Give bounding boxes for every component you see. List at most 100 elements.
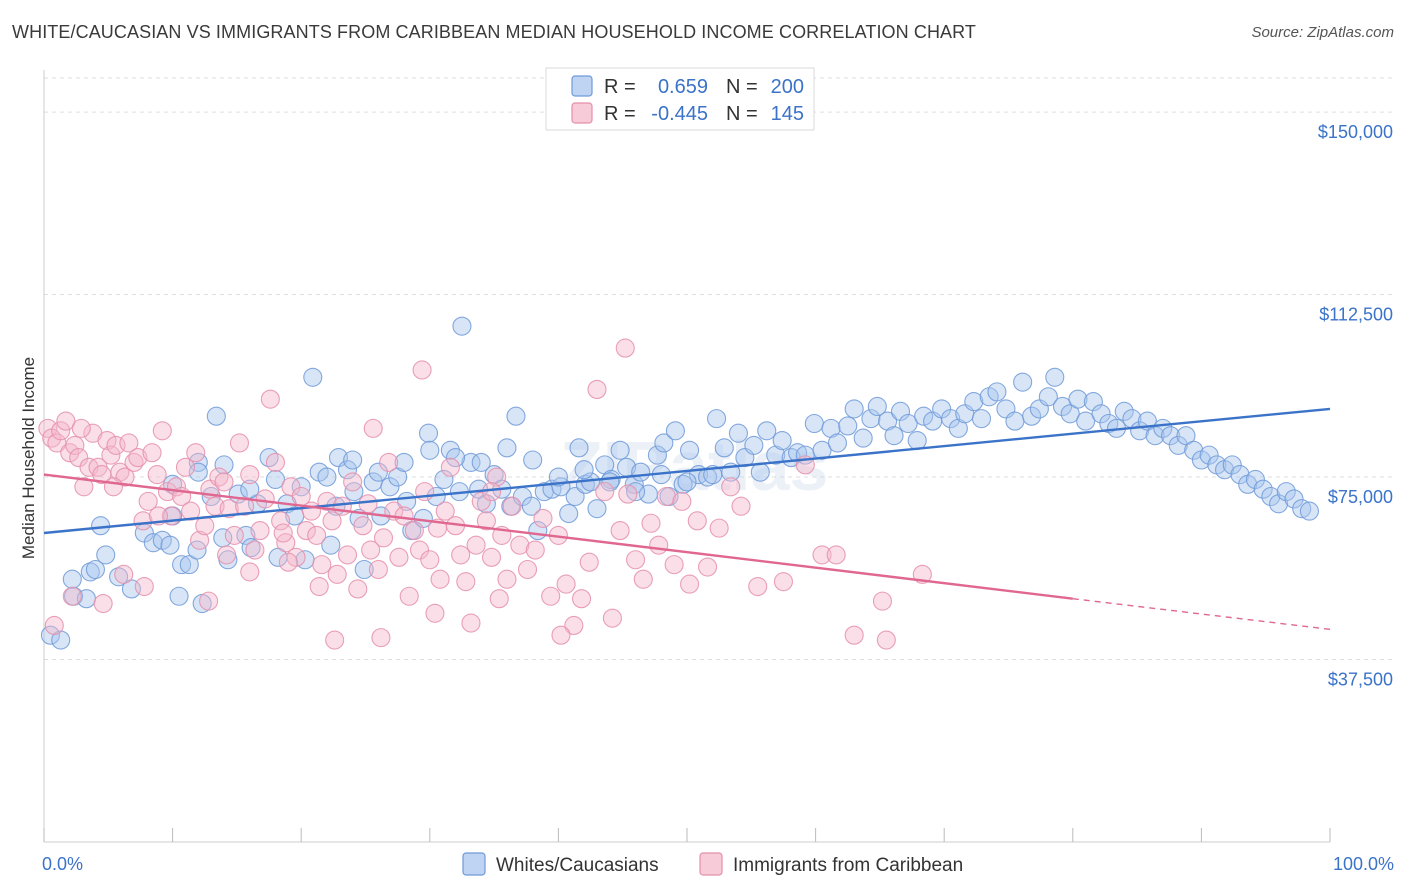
blue-point-138 (1076, 411, 1096, 431)
blue-point-86 (665, 421, 685, 441)
blue-point-27 (236, 525, 256, 545)
stats-n-label-1: N = (726, 103, 758, 125)
blue-point-53 (434, 469, 454, 490)
pink-point-124 (773, 572, 794, 592)
legend-swatch-caribbean (699, 852, 723, 876)
pink-point-85 (456, 572, 476, 592)
chart-title: WHITE/CAUCASIAN VS IMMIGRANTS FROM CARIB… (12, 22, 977, 42)
pink-point-56 (307, 525, 327, 545)
blue-point-41 (344, 482, 364, 502)
blue-point-187 (214, 455, 234, 475)
blue-point-124 (964, 392, 984, 412)
blue-point-139 (1083, 392, 1103, 412)
stats-r-value-1: -0.445 (651, 103, 708, 125)
pink-point-4 (56, 411, 76, 431)
blue-point-188 (188, 462, 208, 482)
pink-point-110 (626, 550, 646, 570)
blue-point-97 (750, 462, 770, 482)
pink-point-55 (301, 501, 322, 521)
blue-point-166 (1292, 499, 1312, 519)
blue-point-115 (890, 401, 911, 421)
pink-point-112 (641, 513, 661, 533)
whites-trend-line (43, 407, 1331, 535)
pink-point-145 (876, 630, 896, 650)
blue-point-162 (1261, 486, 1281, 507)
pink-point-88 (471, 491, 491, 511)
x-tick-label-1: 100.0% (1333, 854, 1394, 874)
blue-point-111 (861, 409, 881, 429)
pink-point-46 (255, 489, 275, 509)
blue-point-81 (631, 462, 651, 482)
pink-point-14 (101, 445, 121, 465)
pink-point-24 (147, 465, 167, 485)
pink-point-148 (361, 540, 381, 560)
pink-point-22 (138, 491, 158, 511)
pink-point-93 (497, 569, 517, 589)
pink-point-101 (556, 574, 576, 594)
blue-point-46 (380, 477, 400, 497)
pink-point-149 (309, 576, 329, 597)
pink-point-150 (273, 523, 293, 543)
blue-point-158 (1230, 465, 1250, 485)
pink-point-42 (235, 496, 255, 516)
blue-point-133 (1038, 387, 1058, 407)
blue-point-116 (898, 413, 918, 434)
pink-point-115 (664, 555, 684, 575)
blue-point-102 (788, 443, 808, 463)
blue-point-130 (1013, 372, 1033, 392)
pink-point-36 (205, 496, 225, 516)
pink-point-127 (826, 545, 846, 565)
pink-point-122 (731, 496, 751, 516)
pink-point-41 (229, 433, 250, 453)
blue-point-35 (303, 367, 323, 387)
caribbean-trend-extension (1072, 597, 1331, 631)
pink-point-94 (502, 496, 522, 516)
blue-point-177 (471, 452, 491, 472)
pink-point-70 (379, 452, 399, 472)
blue-point-118 (914, 406, 934, 426)
blue-point-180 (394, 452, 414, 472)
pink-point-44 (245, 540, 265, 560)
pink-point-67 (363, 418, 383, 438)
pink-point-69 (373, 528, 394, 548)
pink-point-43 (240, 465, 260, 485)
pink-point-81 (435, 501, 455, 521)
blue-point-23 (206, 406, 226, 426)
pink-point-7 (69, 448, 89, 468)
y-tick-label-2: $112,500 (1319, 305, 1393, 325)
y-tick-label-0: $37,500 (1328, 670, 1393, 690)
blue-point-43 (354, 559, 374, 580)
pink-point-106 (595, 482, 615, 502)
pink-point-76 (409, 540, 430, 560)
pink-point-89 (476, 511, 496, 531)
pink-point-146 (481, 482, 502, 502)
pink-point-49 (271, 511, 291, 531)
pink-point-123 (748, 576, 768, 597)
series-legend: Whites/Caucasians Immigrants from Caribb… (462, 852, 963, 876)
pink-point-143 (615, 338, 635, 358)
blue-point-134 (1045, 367, 1065, 387)
blue-point-140 (1091, 404, 1111, 424)
watermark-text: ZIPatlas (560, 427, 828, 505)
stats-legend: R = 0.659 N = 200 R = -0.445 N = 145 (545, 67, 815, 131)
pink-point-3 (51, 421, 71, 441)
pink-point-86 (461, 613, 481, 633)
blue-point-143 (1114, 401, 1134, 421)
blue-point-17 (172, 555, 192, 575)
pink-point-126 (812, 545, 832, 565)
pink-point-75 (404, 521, 424, 541)
blue-point-91 (707, 409, 727, 429)
pink-point-64 (348, 579, 368, 599)
pink-point-66 (358, 494, 378, 514)
blue-point-154 (1199, 445, 1219, 465)
blue-point-114 (884, 426, 904, 446)
pink-point-99 (541, 586, 561, 606)
pink-point-120 (709, 518, 729, 538)
pink-point-31 (181, 501, 201, 521)
pink-point-141 (489, 589, 509, 609)
blue-point-59 (476, 494, 496, 514)
blue-point-105 (812, 440, 832, 460)
blue-point-88 (680, 440, 700, 460)
pink-point-20 (128, 448, 148, 468)
